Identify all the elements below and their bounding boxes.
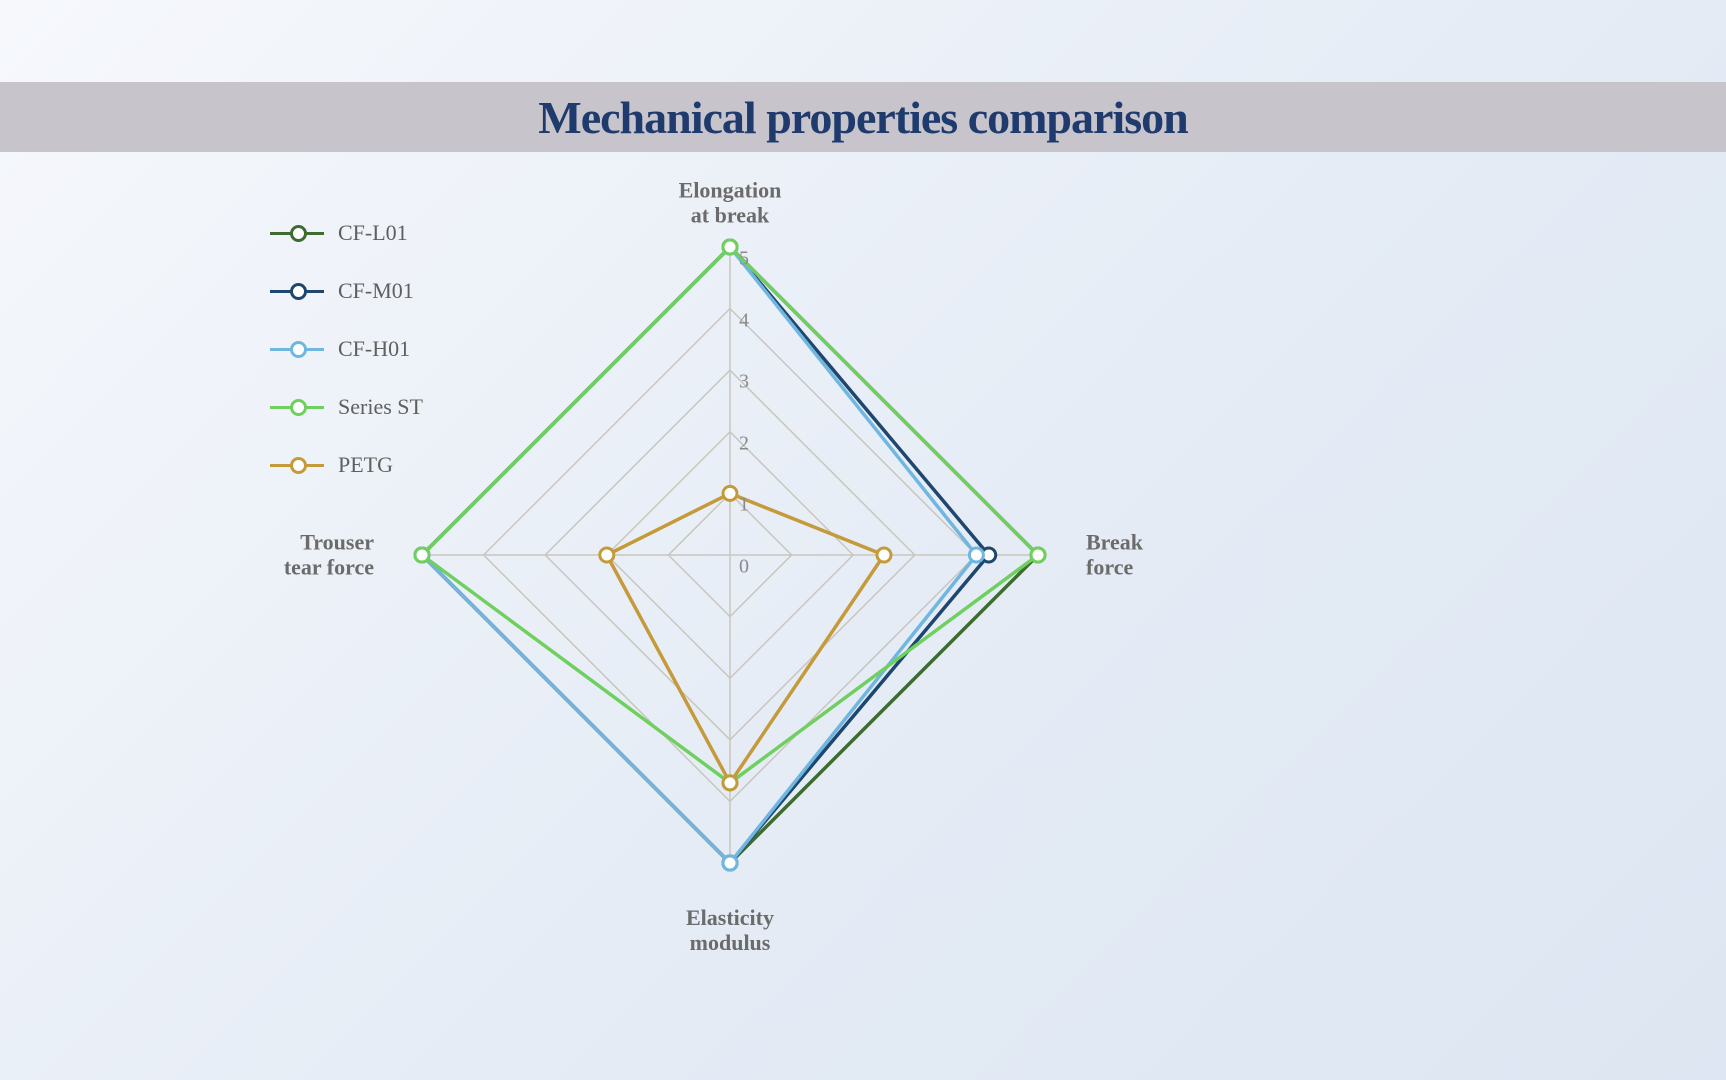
- tick-label: 4: [739, 309, 749, 332]
- legend-item: CF-L01: [270, 220, 423, 246]
- legend-item: CF-H01: [270, 336, 423, 362]
- axis-label: Elongationat break: [679, 178, 782, 229]
- legend-item: CF-M01: [270, 278, 423, 304]
- axis-label: Trousertear force: [284, 530, 374, 581]
- legend-label: CF-M01: [338, 278, 414, 304]
- tick-label: 0: [739, 556, 749, 579]
- axis-label: Elasticitymodulus: [686, 905, 774, 956]
- tick-label: 2: [739, 432, 749, 455]
- tick-label: 1: [739, 494, 749, 517]
- legend-label: CF-H01: [338, 336, 410, 362]
- axis-label: Breakforce: [1086, 530, 1143, 581]
- legend-label: PETG: [338, 452, 393, 478]
- legend-item: Series ST: [270, 394, 423, 420]
- title-bar: Mechanical properties comparison: [0, 82, 1726, 152]
- legend-label: Series ST: [338, 394, 423, 420]
- legend-label: CF-L01: [338, 220, 408, 246]
- page-title: Mechanical properties comparison: [538, 91, 1187, 144]
- radar-chart: CF-L01 CF-M01 CF-H01 Series ST PETG Elongati…: [0, 170, 1726, 990]
- radar-svg: [0, 170, 1726, 990]
- tick-label: 3: [739, 371, 749, 394]
- tick-label: 5: [739, 248, 749, 271]
- legend-item: PETG: [270, 452, 423, 478]
- legend: CF-L01 CF-M01 CF-H01 Series ST PETG: [270, 220, 423, 510]
